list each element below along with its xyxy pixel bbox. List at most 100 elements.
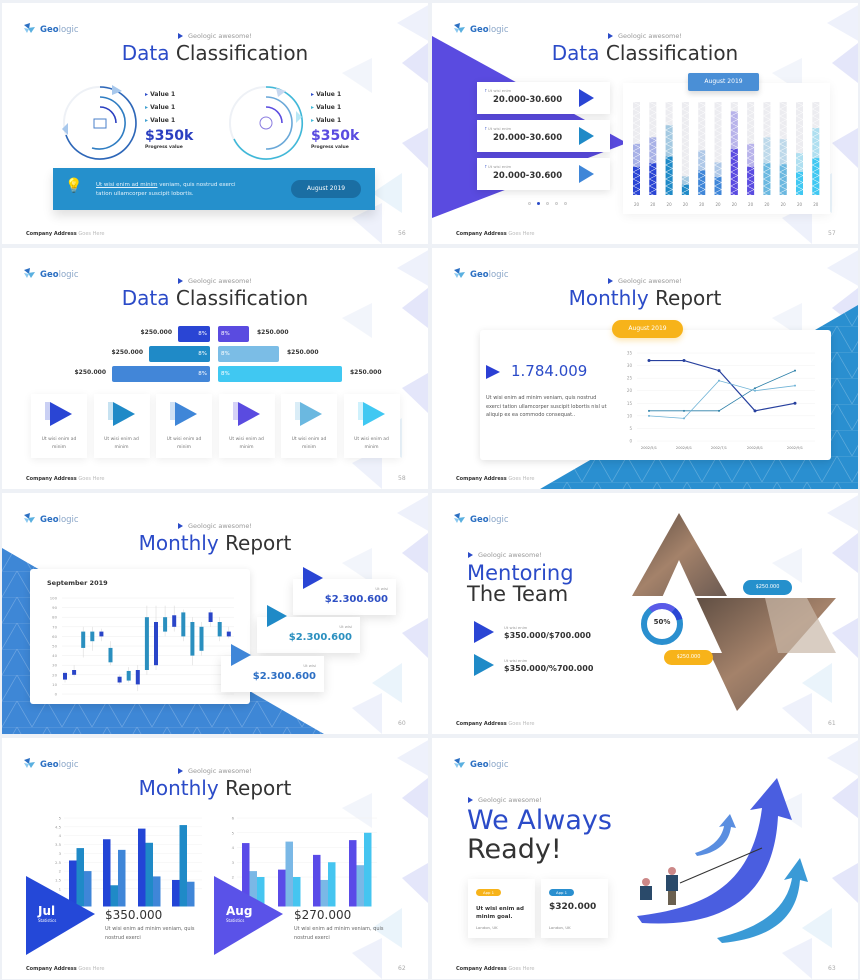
bar-label: 20 (715, 202, 721, 207)
decoration-triangles (772, 740, 858, 979)
bar (796, 171, 803, 195)
thumbs-up-icon (93, 118, 107, 129)
bar (349, 840, 357, 907)
y-tick-label: 50 (52, 644, 57, 649)
date-button[interactable]: August 2019 (291, 180, 361, 198)
chart-title: September 2019 (47, 579, 108, 587)
carousel-dot[interactable] (537, 202, 540, 205)
white-triangle (637, 560, 722, 653)
amount-left: $250.000 (74, 369, 106, 376)
play-icon (579, 127, 594, 145)
logo-icon (454, 758, 465, 771)
app-badge: App 1 (549, 889, 574, 896)
banner-link[interactable]: Ut wisi enim ad minim (96, 182, 158, 188)
y-tick-label: 80 (52, 615, 57, 620)
bar-label: 20 (797, 202, 803, 207)
bar-track (812, 102, 820, 195)
amount: $350k (145, 128, 194, 144)
range-value: 20.000-30.600 (493, 133, 563, 143)
carousel-dot[interactable] (546, 202, 549, 205)
info-banner: 💡 Ut wisi enim ad minim veniam, quis nos… (53, 168, 375, 210)
bar (649, 163, 657, 195)
logo-icon (24, 513, 35, 526)
data-point (682, 359, 686, 363)
logo-icon (24, 23, 35, 36)
bar (665, 156, 673, 195)
feature-card: Ut wisi enim ad minim (218, 394, 275, 458)
bar-charts: 1 1.5 2 2.5 3 3.5 4 4.5 5 2 3 4 5 6 (55, 816, 377, 907)
logo: Geologic (454, 268, 509, 281)
page-title: Monthly Report (138, 531, 292, 555)
bar (313, 854, 321, 907)
slide-56[interactable]: Geologic Geologic awesome! Data Classifi… (2, 3, 428, 244)
feature-text: Ut wisi enim ad minim (104, 437, 139, 450)
candle (126, 670, 131, 681)
candle (163, 617, 168, 632)
play-icon (175, 402, 197, 426)
play-icon (237, 402, 260, 426)
play-icon (468, 552, 473, 558)
bar-track (714, 102, 722, 195)
bar-label: 20 (732, 202, 738, 207)
page-number: 62 (398, 965, 406, 972)
data-point (793, 401, 797, 405)
slide-62[interactable]: Geologic Geologic awesome! Monthly Repor… (2, 738, 428, 979)
candle (199, 626, 204, 651)
bar (356, 865, 364, 907)
play-icon (50, 402, 72, 426)
caption: Progress value (145, 145, 183, 150)
y-tick-label: 4 (232, 845, 235, 850)
page-title: Data Classification (121, 286, 309, 310)
tagline: Geologic awesome! (468, 796, 542, 804)
play-icon (608, 33, 614, 39)
logo-text-light: logic (58, 24, 79, 35)
amount-value: $2.300.600 (324, 594, 388, 605)
slide-59[interactable]: Geologic Geologic awesome! Monthly Repor… (432, 248, 858, 489)
bar-left: 8% (149, 346, 210, 362)
logo: Geologic (454, 513, 509, 526)
page-title: Mentoring The Team (467, 561, 574, 606)
app-badge: App 1 (476, 889, 501, 896)
icon-shadow (232, 402, 238, 420)
amount-label: Ut wisi (375, 586, 388, 591)
carousel-dot[interactable] (564, 202, 567, 205)
date-badge: August 2019 (688, 73, 759, 91)
play-icon (112, 402, 135, 426)
y-tick-label: 30 (627, 363, 633, 368)
y-tick-label: 15 (627, 401, 633, 406)
carousel-dot[interactable] (528, 202, 531, 205)
bar (138, 828, 146, 907)
y-tick-label: 0 (629, 439, 632, 444)
stat-left: $350.000 Ut wisi enim ad minim veniam, qu… (105, 908, 195, 941)
carousel-dot[interactable] (555, 202, 558, 205)
bar-track (779, 102, 787, 195)
logo-icon (24, 758, 35, 771)
candle (226, 631, 231, 637)
title-rest: Classification (175, 41, 309, 65)
slide-61[interactable]: Geologic Geologic awesome! Mentoring The … (432, 493, 858, 734)
range-card: 🠕 Ut wisi enim 20.000-30.600 (477, 120, 610, 152)
bar (69, 860, 77, 907)
y-tick-label: 2.5 (55, 860, 62, 865)
description: Ut wisi enim ad minim veniam, quis nostr… (486, 395, 607, 418)
value-list-left: ▸ Value 1 ▸ Value 1 ▸ Value 1 $350k Prog… (145, 88, 193, 151)
bar-track (681, 102, 689, 195)
slide-57[interactable]: Geologic Geologic awesome! Data Classifi… (432, 3, 858, 244)
slide-60[interactable]: Geologic Geologic awesome! Monthly Repor… (2, 493, 428, 734)
data-point (647, 359, 651, 363)
bar (187, 881, 195, 907)
bar-track (698, 102, 706, 195)
icon-shadow (295, 402, 300, 420)
footer: Company Address Goes Here (26, 966, 105, 972)
slide-63[interactable]: Geologic Geologic awesome! We Always Read… (432, 738, 858, 979)
y-tick-label: 5 (629, 426, 632, 431)
card-location: London, UK (476, 925, 498, 930)
date-badge: August 2019 (612, 320, 683, 338)
bar (293, 877, 301, 907)
candle (135, 670, 140, 685)
chart-panel (623, 83, 830, 214)
y-tick-label: 70 (52, 624, 57, 629)
logo: Geologic (24, 23, 79, 36)
bar-label: 20 (650, 202, 656, 207)
slide-58[interactable]: Geologic Geologic awesome! Data Classifi… (2, 248, 428, 489)
